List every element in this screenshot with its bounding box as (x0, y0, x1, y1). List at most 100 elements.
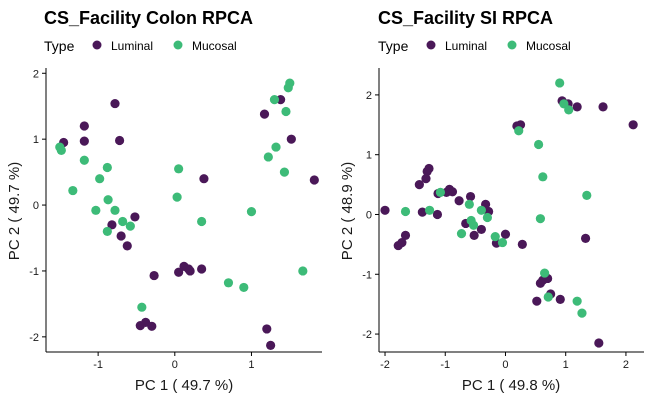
colon-y-tick-label: -1 (29, 266, 39, 278)
colon-luminal-point (110, 98, 120, 109)
colon-mucosal-point (197, 216, 207, 227)
si-mucosal-point (540, 268, 550, 278)
colon-luminal-point (130, 212, 140, 222)
si-legend-title: Type (378, 38, 409, 54)
si-luminal-point (500, 229, 511, 239)
si-y-axis-title: PC 2 ( 48.9 %) (339, 162, 356, 260)
colon-mucosal-point (285, 78, 295, 88)
si-legend-luminal-marker (426, 40, 436, 50)
si-mucosal-point (497, 237, 508, 248)
si-mucosal-point (400, 206, 411, 217)
si-x-axis-title: PC 1 ( 49.8 %) (462, 377, 560, 394)
si-mucosal-point (476, 205, 486, 215)
si-legend-mucosal-marker (507, 40, 517, 50)
colon-luminal-point (79, 121, 89, 131)
colon-y-tick-label: -2 (29, 332, 39, 344)
si-mucosal-point (535, 214, 546, 224)
colon-mucosal-point (102, 226, 112, 237)
colon-mucosal-point (125, 221, 135, 231)
colon-mucosal-point (56, 145, 66, 155)
colon-x-tick-label: -1 (93, 359, 103, 371)
si-mucosal-point (468, 220, 479, 230)
si-legend-luminal-label: Luminal (445, 39, 487, 53)
si-luminal-point (417, 207, 427, 217)
colon-luminal-point (79, 136, 89, 146)
si-luminal-point (572, 102, 582, 112)
colon-luminal-point (116, 231, 126, 241)
colon-mucosal-point (79, 155, 89, 165)
colon-luminal-point (262, 324, 272, 334)
colon-x-tick-label: 0 (172, 359, 178, 371)
si-x-tick-label: 1 (563, 359, 569, 371)
si-mucosal-point (482, 212, 493, 223)
si-x-tick-label: 2 (623, 359, 629, 371)
si-luminal-point (397, 237, 407, 248)
colon-mucosal-point (102, 162, 112, 173)
si-mucosal-point (514, 126, 524, 136)
si-luminal-point (400, 230, 411, 241)
colon-mucosal-point (239, 282, 249, 293)
colon-legend-mucosal-label: Mucosal (192, 39, 237, 53)
si-luminal-point (598, 102, 608, 112)
si-luminal-point (454, 196, 464, 206)
si-luminal-point (555, 294, 565, 304)
colon-mucosal-point (110, 205, 120, 215)
colon-mucosal-point (172, 192, 182, 202)
si-luminal-point (469, 230, 479, 241)
colon-mucosal-point (271, 142, 281, 152)
colon-luminal-point (115, 135, 125, 146)
si-chart-title: CS_Facility SI RPCA (378, 8, 553, 28)
colon-y-tick-label: 2 (33, 68, 39, 80)
si-luminal-point (424, 163, 434, 174)
si-luminal-point (628, 120, 638, 130)
si-y-tick-label: -1 (362, 269, 372, 281)
colon-luminal-point (147, 321, 157, 331)
colon-mucosal-point (223, 278, 234, 288)
colon-y-tick-label: 0 (33, 200, 39, 212)
si-luminal-point (476, 224, 486, 235)
si-y-tick-label: 1 (366, 150, 372, 162)
colon-mucosal-point (298, 266, 308, 276)
colon-legend-title: Type (44, 38, 75, 54)
si-y-tick-label: 0 (366, 209, 372, 221)
colon-y-axis-title: PC 2 ( 49.7 %) (6, 162, 23, 260)
si-mucosal-point (582, 190, 592, 200)
colon-y-tick-label: 1 (33, 134, 39, 146)
colon-mucosal-point (174, 164, 184, 174)
colon-chart-title: CS_Facility Colon RPCA (44, 8, 253, 28)
si-mucosal-point (435, 187, 446, 197)
si-mucosal-point (424, 205, 435, 215)
colon-mucosal-point (68, 185, 78, 196)
colon-mucosal-point (137, 302, 147, 312)
si-luminal-point (532, 296, 542, 306)
si-mucosal-point (577, 308, 587, 318)
si-mucosal-point (538, 172, 548, 182)
colon-luminal-point (122, 241, 132, 251)
si-mucosal-point (464, 199, 474, 209)
colon-panel: CS_Facility Colon RPCA Type Luminal Muco… (6, 8, 322, 394)
si-legend-mucosal-label: Mucosal (526, 39, 571, 53)
colon-legend: Type Luminal Mucosal (44, 38, 237, 54)
si-luminal-point (594, 338, 604, 348)
si-luminal-point (465, 191, 476, 202)
si-mucosal-point (456, 229, 467, 239)
si-mucosal-point (543, 292, 553, 302)
colon-luminal-point (259, 109, 270, 119)
colon-luminal-point (185, 266, 195, 276)
si-x-tick-label: 0 (502, 359, 508, 371)
si-x-tick-label: -2 (380, 359, 390, 371)
colon-luminal-point (266, 340, 276, 351)
si-y-tick-label: 2 (366, 90, 372, 102)
colon-plot-area: -1 0 1 -2 -1 0 1 2 (29, 68, 322, 371)
si-plot-area: -2 -1 0 1 2 -2 -1 0 1 2 (362, 68, 644, 371)
si-y-tick-label: -2 (362, 329, 372, 341)
si-luminal-point (414, 179, 424, 190)
si-luminal-point (421, 174, 431, 184)
colon-mucosal-point (279, 167, 290, 177)
colon-mucosal-point (91, 205, 101, 215)
si-mucosal-point (564, 105, 574, 115)
si-mucosal-point (572, 296, 582, 306)
colon-mucosal-point (281, 106, 291, 117)
si-luminal-point (517, 239, 527, 249)
